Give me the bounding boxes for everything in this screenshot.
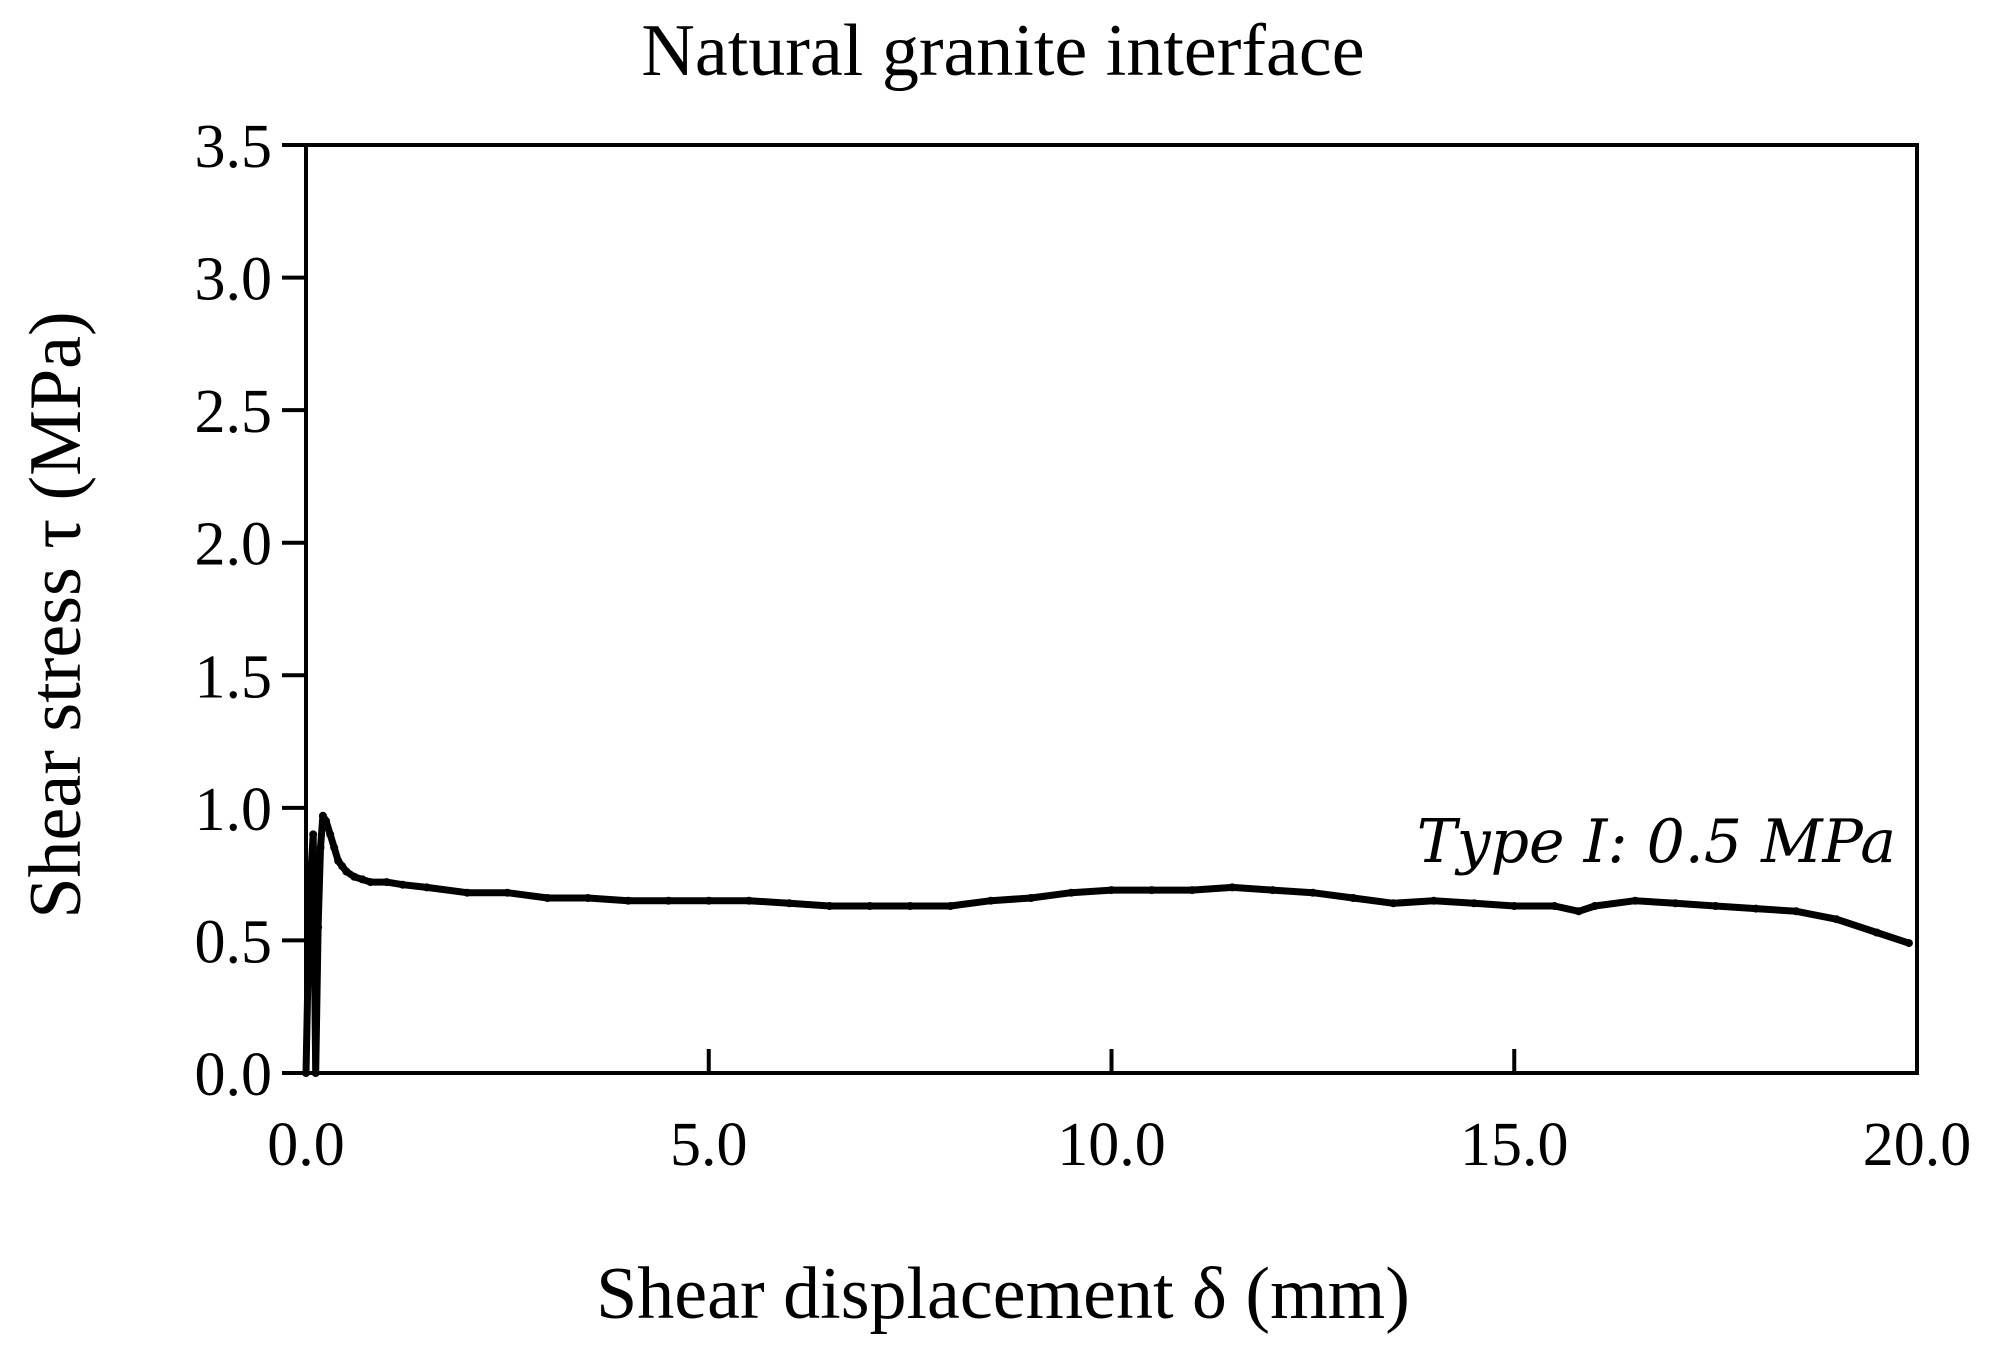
data-point	[309, 830, 318, 839]
data-point	[1470, 899, 1478, 908]
data-point	[1832, 915, 1841, 924]
data-point	[1872, 928, 1881, 937]
data-point	[906, 902, 915, 910]
data-point	[624, 896, 633, 905]
data-point	[1027, 894, 1035, 902]
chart-title: Natural granite interface	[641, 10, 1364, 92]
data-point	[358, 875, 367, 884]
data-point	[422, 883, 431, 892]
data-point	[1429, 896, 1438, 905]
data-point	[342, 867, 351, 876]
x-tick-label: 15.0	[1460, 1111, 1569, 1179]
data-point	[785, 899, 794, 908]
data-point	[398, 880, 407, 889]
data-point	[865, 902, 874, 910]
x-tick-label: 20.0	[1863, 1111, 1972, 1179]
data-point	[1188, 886, 1197, 895]
data-point	[306, 870, 315, 879]
data-point	[543, 894, 552, 902]
data-point	[1904, 939, 1913, 948]
x-axis-ticks: 0.0 5.0 10.0 15.0 20.0	[267, 1049, 1971, 1179]
y-tick-label: 0.0	[195, 1041, 273, 1109]
data-point	[664, 896, 673, 905]
data-point	[986, 896, 995, 905]
data-point	[1751, 904, 1760, 913]
data-point	[946, 902, 955, 910]
data-point	[1308, 888, 1317, 897]
curve-annotation: Type I: 0.5 MPa	[1417, 807, 1896, 877]
series-line	[302, 812, 1913, 1077]
data-point	[1510, 902, 1519, 910]
plot-area-frame	[304, 143, 1919, 1075]
data-point	[704, 896, 713, 905]
data-point	[302, 1069, 310, 1077]
data-point	[1631, 896, 1640, 905]
data-point	[825, 902, 834, 910]
y-axis-ticks: 0.0 0.5 1.0 1.5 2.0 2.5 3.0 3.5	[195, 113, 306, 1109]
data-series	[302, 811, 1913, 1077]
y-tick-label: 1.5	[195, 643, 273, 711]
data-point	[304, 949, 313, 958]
data-point	[330, 843, 339, 852]
data-point	[1550, 902, 1559, 910]
data-point	[463, 888, 472, 897]
data-point	[1107, 886, 1116, 895]
y-tick-label: 0.5	[195, 908, 273, 976]
data-point	[1228, 883, 1237, 892]
data-point	[1349, 894, 1358, 902]
data-point	[503, 888, 512, 897]
data-point	[1711, 902, 1720, 910]
data-point	[314, 923, 323, 932]
data-point	[1590, 902, 1599, 910]
y-tick-label: 3.0	[195, 246, 273, 314]
y-tick-label: 2.0	[195, 511, 273, 579]
data-point	[1574, 907, 1583, 916]
x-tick-label: 10.0	[1057, 1111, 1166, 1179]
data-point	[1389, 899, 1398, 908]
data-point	[366, 878, 375, 887]
x-tick-label: 5.0	[670, 1111, 748, 1179]
y-tick-label: 3.5	[195, 113, 273, 181]
x-tick-label: 0.0	[267, 1111, 345, 1179]
data-point	[1792, 907, 1801, 916]
data-point	[350, 872, 359, 881]
data-point	[311, 1069, 320, 1077]
data-point	[326, 830, 335, 839]
data-point	[382, 878, 391, 887]
data-point	[583, 894, 592, 902]
data-point	[316, 843, 325, 852]
data-point	[322, 817, 331, 826]
y-tick-label: 2.5	[195, 378, 273, 446]
data-point	[1268, 886, 1277, 895]
data-point	[1067, 888, 1076, 897]
y-axis-label: Shear stress τ (MPa)	[15, 311, 97, 918]
x-axis-label: Shear displacement δ (mm)	[596, 1253, 1410, 1335]
data-point	[745, 896, 753, 905]
data-point	[1671, 899, 1680, 908]
data-point	[1147, 886, 1156, 895]
y-tick-label: 1.0	[195, 776, 273, 844]
